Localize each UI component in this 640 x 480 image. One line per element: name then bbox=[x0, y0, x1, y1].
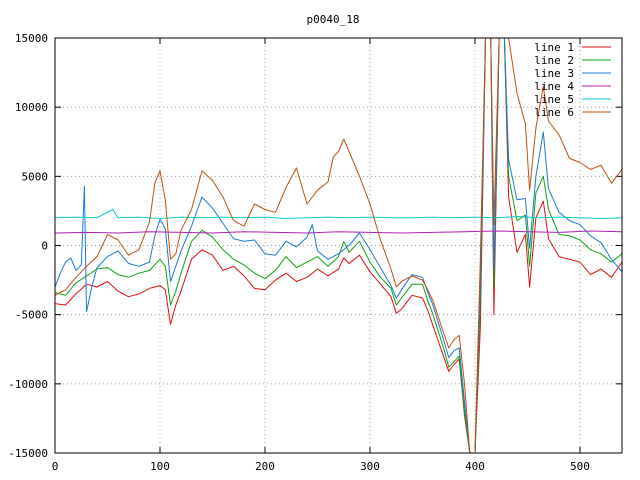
y-tick-label: 15000 bbox=[15, 32, 48, 45]
y-tick-label: 0 bbox=[41, 240, 48, 253]
tick-labels: 0 100 200 300 400 500 -15000 -10000 -5000 0 5000 10… bbox=[8, 32, 622, 473]
series-line-5 bbox=[55, 209, 622, 219]
x-tick-label: 100 bbox=[150, 460, 170, 473]
legend-label-6: line 6 bbox=[534, 106, 574, 119]
plot-area bbox=[55, 38, 622, 453]
series-line-3 bbox=[55, 38, 622, 453]
legend-label-1: line 1 bbox=[534, 41, 574, 54]
y-tick-label: -5000 bbox=[15, 309, 48, 322]
x-tick-label: 0 bbox=[52, 460, 59, 473]
plot-border bbox=[54, 37, 623, 454]
legend-label-2: line 2 bbox=[534, 54, 574, 67]
y-tick-label: 10000 bbox=[15, 101, 48, 114]
legend-label-3: line 3 bbox=[534, 67, 574, 80]
x-tick-label: 500 bbox=[570, 460, 590, 473]
y-tick-label: -15000 bbox=[8, 447, 48, 460]
x-tick-label: 400 bbox=[465, 460, 485, 473]
chart-title: p0040_18 bbox=[307, 13, 360, 26]
y-tick-label: 5000 bbox=[22, 170, 49, 183]
legend-label-4: line 4 bbox=[534, 80, 574, 93]
x-tick-label: 300 bbox=[360, 460, 380, 473]
legend-label-5: line 5 bbox=[534, 93, 574, 106]
y-tick-label: -10000 bbox=[8, 378, 48, 391]
series-line-1 bbox=[55, 38, 622, 453]
series-line-4 bbox=[55, 230, 622, 234]
series-line-6 bbox=[55, 38, 622, 453]
x-tick-label: 200 bbox=[255, 460, 275, 473]
